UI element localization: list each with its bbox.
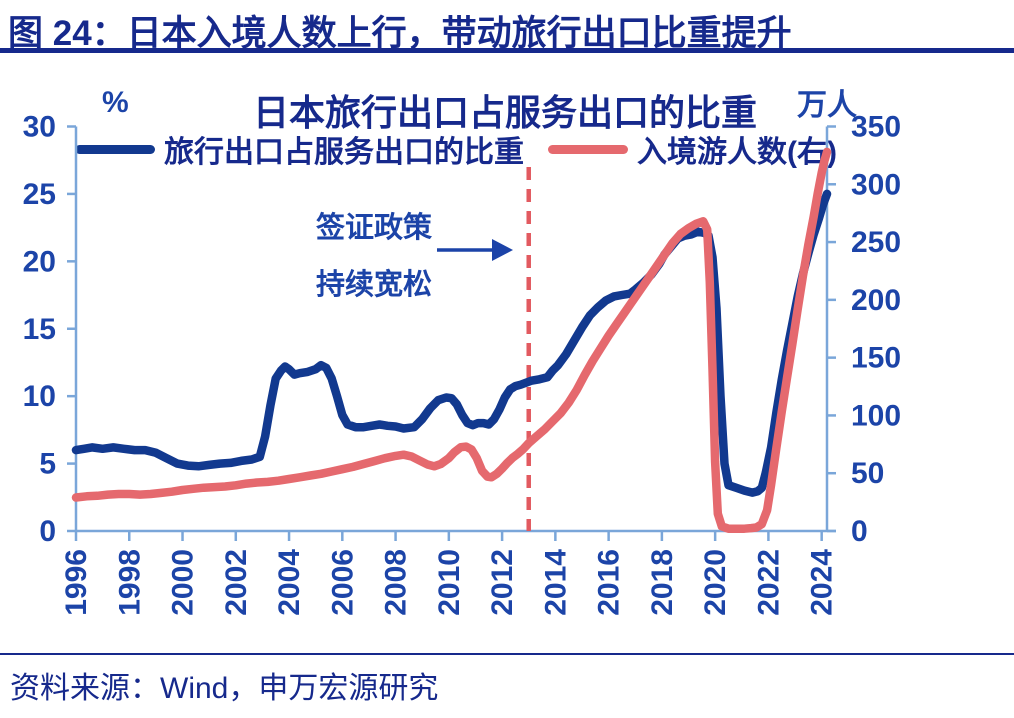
- svg-text:2022: 2022: [752, 549, 785, 616]
- svg-text:2002: 2002: [220, 549, 253, 616]
- svg-text:5: 5: [39, 448, 56, 481]
- svg-text:2010: 2010: [433, 549, 466, 616]
- title-divider: [0, 48, 1014, 53]
- svg-text:20: 20: [23, 245, 56, 278]
- legend-label-travel-export-share: 旅行出口占服务出口的比重: [164, 136, 524, 169]
- svg-text:2014: 2014: [539, 549, 572, 616]
- annotation-visa-policy-line1: 签证政策: [316, 212, 433, 244]
- svg-text:350: 350: [851, 111, 901, 144]
- svg-text:1998: 1998: [113, 549, 146, 616]
- svg-text:300: 300: [851, 168, 901, 201]
- footer-divider: [0, 653, 1014, 655]
- svg-text:10: 10: [23, 380, 56, 413]
- svg-text:150: 150: [851, 342, 901, 375]
- right-axis-unit-label: 万人: [797, 89, 857, 122]
- svg-text:250: 250: [851, 226, 901, 259]
- svg-text:0: 0: [39, 515, 56, 548]
- svg-text:2006: 2006: [326, 549, 359, 616]
- svg-text:2012: 2012: [486, 549, 519, 616]
- svg-text:2008: 2008: [380, 549, 413, 616]
- legend-item-inbound-visitors: 入境游人数(右): [548, 132, 837, 169]
- blue-line-swatch: [75, 144, 155, 154]
- red-line-swatch: [548, 144, 628, 154]
- source-text: 资料来源：Wind，申万宏源研究: [10, 672, 439, 705]
- annotation-visa-policy-line2: 持续宽松: [316, 269, 433, 301]
- svg-text:200: 200: [851, 284, 901, 317]
- svg-text:1996: 1996: [60, 549, 93, 616]
- svg-text:100: 100: [851, 399, 901, 432]
- page-title: 图 24：日本入境人数上行，带动旅行出口比重提升: [8, 14, 792, 53]
- svg-text:2004: 2004: [273, 549, 306, 616]
- left-axis-unit-label: %: [102, 86, 129, 119]
- svg-text:25: 25: [23, 178, 56, 211]
- svg-text:15: 15: [23, 313, 56, 346]
- svg-text:2016: 2016: [593, 549, 626, 616]
- legend-label-inbound-visitors: 入境游人数(右): [637, 136, 837, 169]
- svg-text:2024: 2024: [806, 549, 839, 616]
- legend-item-travel-export-share: 旅行出口占服务出口的比重: [75, 132, 524, 169]
- svg-text:30: 30: [23, 111, 56, 144]
- svg-text:50: 50: [851, 457, 884, 490]
- svg-text:2018: 2018: [646, 549, 679, 616]
- svg-text:0: 0: [851, 515, 868, 548]
- chart-title: 日本旅行出口占服务出口的比重: [252, 92, 757, 133]
- svg-text:2000: 2000: [167, 549, 200, 616]
- svg-text:2020: 2020: [699, 549, 732, 616]
